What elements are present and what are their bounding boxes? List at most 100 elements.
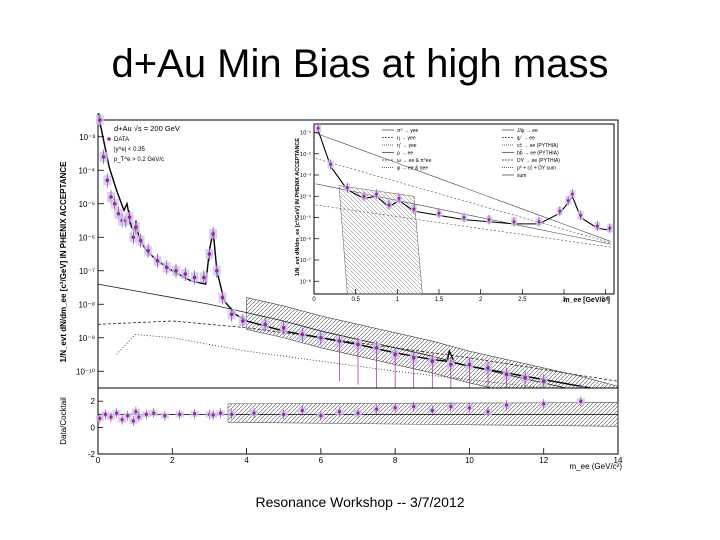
main-marker (164, 265, 169, 270)
ratio-data-point (576, 396, 585, 407)
ratio-marker (300, 408, 304, 413)
inset-data-point (594, 221, 601, 231)
main-marker (241, 319, 245, 323)
main-marker (116, 212, 121, 216)
main-data-point (261, 317, 270, 332)
main-marker (98, 118, 102, 122)
inset-marker (570, 192, 574, 196)
main-data-point (129, 230, 138, 245)
inset-x-tick-label: 2 (479, 297, 483, 303)
inset-marker (595, 224, 599, 228)
inset-marker (487, 218, 491, 222)
physics-figure: 10⁻³ 10⁻⁴ 10⁻⁵ 10⁻⁶ 10⁻⁷ 10⁻⁸ 10⁻⁹ 10⁻¹⁰ 1/N_ev… (59, 113, 623, 471)
inset-x-axis: 0 0.5 1 1.5 2 2.5 3 3.5 (312, 289, 610, 303)
ratio-data-point (142, 409, 151, 420)
main-header-line: |y^e| < 0.35 (114, 147, 145, 153)
main-data-point (136, 233, 145, 248)
ratio-marker (144, 412, 148, 416)
main-marker (504, 372, 509, 377)
main-marker (192, 275, 197, 280)
ratio-marker (114, 411, 119, 415)
inset-marker (566, 199, 570, 202)
inset-marker (329, 162, 333, 166)
main-header-line: d+Au √s = 200 GeV (114, 124, 180, 133)
main-marker (134, 225, 138, 229)
main-data-point (238, 314, 247, 328)
ratio-panel: -202 0 2 4 6 8 10 12 14 Data/Cocktail m_ee (GeV… (59, 387, 623, 471)
ratio-plot-area (95, 396, 619, 427)
inset-legend-label: bb̄ → ee (PYTHIA) (517, 150, 559, 157)
main-marker (393, 352, 397, 357)
ratio-data-point (160, 410, 169, 421)
main-marker (300, 332, 305, 337)
main-marker (138, 238, 143, 243)
inset-legend-label: sum (517, 173, 526, 179)
ratio-data-point (409, 401, 418, 412)
ratio-y-tick-label: -2 (88, 450, 96, 459)
main-data-point (205, 247, 214, 261)
ratio-marker (120, 418, 124, 422)
ratio-data-point (391, 402, 400, 413)
inset-cocktail-curve (315, 158, 611, 244)
slide-title: d+Au Min Bias at high mass (111, 42, 609, 86)
ratio-marker (412, 404, 416, 409)
ratio-data-point (175, 409, 184, 420)
inset-cocktail-curve (315, 132, 611, 242)
ratio-marker (319, 414, 323, 418)
inset-data-point (511, 216, 517, 227)
ratio-data-point (316, 410, 325, 421)
inset-marker (512, 220, 516, 224)
main-data-point (144, 243, 153, 258)
inset-data-point (565, 195, 572, 206)
main-marker (220, 295, 225, 300)
inset-data-point (361, 191, 367, 202)
inset-marker (362, 194, 366, 198)
ratio-x-tick-label: 6 (319, 456, 324, 465)
inset-y-tick-label: 10⁻¹ (300, 131, 311, 137)
main-data-point (125, 210, 134, 225)
main-y-tick-label: 10⁻⁹ (78, 334, 95, 343)
inset-x-tick-label: 3.5 (601, 297, 610, 303)
main-marker (146, 248, 150, 253)
inset-data-point (373, 189, 380, 200)
ratio-data-point (279, 409, 288, 420)
main-marker (449, 362, 453, 367)
ratio-marker (109, 415, 113, 419)
ratio-data-point (354, 408, 362, 419)
main-marker (263, 322, 267, 327)
inset-marker (558, 209, 562, 213)
inset-data-point (486, 214, 492, 225)
main-y-tick-label: 10⁻⁵ (79, 200, 95, 209)
inset-y-tick-label: 10⁻⁷ (300, 257, 311, 264)
ratio-data-point (112, 408, 121, 419)
ratio-y-tick-label: 2 (91, 397, 96, 406)
main-marker (467, 362, 472, 367)
ratio-data-point (123, 410, 132, 421)
main-y-tick-label: 10⁻¹⁰ (76, 367, 95, 376)
inset-marker (387, 203, 391, 207)
inset-marker (316, 126, 320, 130)
inset-data-point (327, 159, 334, 170)
ratio-marker (134, 410, 138, 414)
ratio-data-point (129, 416, 138, 426)
ratio-data-point (101, 409, 110, 420)
inset-y-axis: 10⁻¹ 10⁻² 10⁻³ 10⁻⁴ 10⁻⁵ 10⁻⁶ 10⁻⁷ 10⁻⁸ (300, 131, 319, 285)
main-header-line: p_T^e > 0.2 GeV/c (114, 157, 164, 163)
main-y-axis: 10⁻³ 10⁻⁴ 10⁻⁵ 10⁻⁶ 10⁻⁷ 10⁻⁸ 10⁻⁹ 10⁻¹⁰ (76, 133, 104, 376)
main-marker (229, 312, 234, 317)
main-data-point (110, 196, 119, 211)
inset-marker (462, 216, 466, 219)
inset-x-tick-label: 3 (562, 297, 566, 303)
ratio-data-point (484, 406, 492, 417)
main-marker (374, 346, 379, 350)
inset-marker (608, 226, 612, 230)
main-data-point (99, 149, 108, 164)
inset-plot-area (315, 123, 613, 295)
ratio-data-point (335, 406, 344, 417)
inset-data-point (411, 204, 417, 214)
main-data-point (190, 270, 199, 285)
inset-y-tick-label: 10⁻² (300, 152, 311, 158)
main-y-axis-label: 1/N_evt dN/dm_ee [c²/GeV] IN PHENIX ACCE… (59, 161, 68, 363)
ratio-marker (103, 412, 108, 416)
ratio-x-axis-label: m_ee (GeV/c²) (570, 462, 623, 471)
